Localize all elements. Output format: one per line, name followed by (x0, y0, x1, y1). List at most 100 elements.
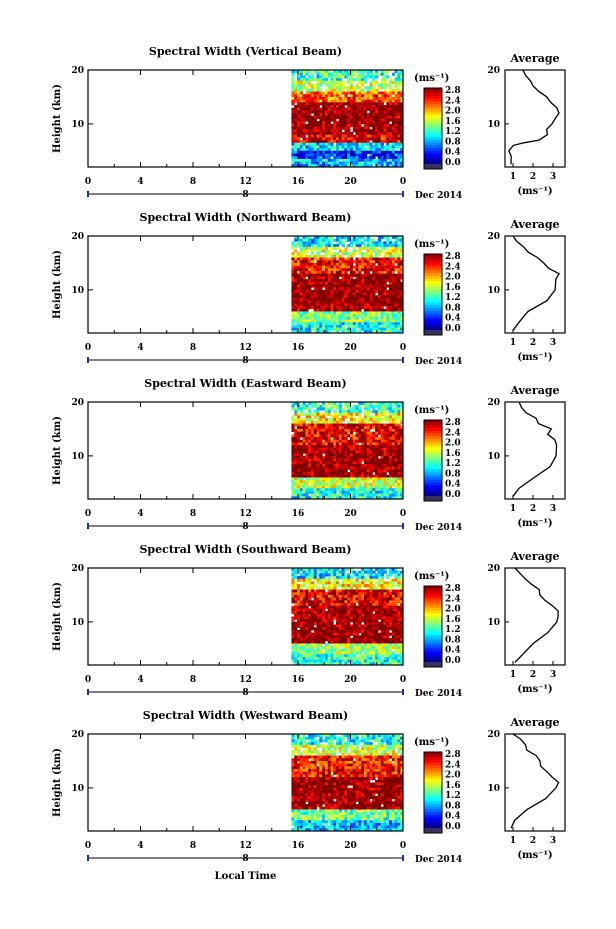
heatmap-cell (344, 252, 348, 256)
heatmap-cell (341, 91, 345, 95)
heatmap-cell (336, 86, 340, 90)
heatmap-cell (347, 137, 351, 141)
heatmap-cell (310, 418, 315, 422)
heatmap-cell (344, 134, 348, 138)
heatmap-cell (352, 118, 356, 122)
heatmap-cell (383, 244, 387, 248)
heatmap-cell (400, 447, 404, 451)
heatmap-cell (344, 434, 348, 438)
heatmap-cell (355, 279, 359, 283)
heatmap-cell (338, 461, 343, 465)
heatmap-cell (355, 308, 359, 312)
heatmap-cell (347, 327, 351, 331)
heatmap-cell (322, 605, 326, 609)
heatmap-cell (310, 327, 315, 331)
heatmap-cell (297, 123, 301, 127)
heatmap-cell (350, 289, 354, 293)
colorbar-tick-label: 2.4 (445, 428, 461, 438)
heatmap-cell (350, 442, 354, 446)
heatmap-cell (333, 110, 337, 114)
heatmap-cell (330, 118, 334, 122)
heatmap-cell (319, 265, 323, 269)
heatmap-cell (305, 99, 309, 103)
heatmap-cell (380, 83, 384, 87)
heatmap-cell (369, 238, 373, 242)
heatmap-cell (400, 134, 404, 138)
heatmap-cell (383, 148, 387, 152)
heatmap-cell (352, 99, 356, 103)
heatmap-cell (341, 437, 345, 441)
heatmap-cell (308, 107, 312, 111)
heatmap-cell (386, 455, 390, 459)
heatmap-cell (358, 458, 362, 462)
heatmap-cell (302, 148, 306, 152)
heatmap-cell (316, 287, 320, 291)
colorbar-segment (424, 292, 442, 296)
heatmap-cell (308, 327, 312, 331)
heatmap-cell (363, 287, 368, 291)
heatmap-cell (389, 426, 393, 430)
heatmap-cell (350, 142, 354, 146)
heatmap-cell (302, 445, 306, 449)
heatmap-cell (344, 110, 348, 114)
heatmap-cell (324, 137, 329, 141)
heatmap-cell (305, 254, 309, 258)
heatmap-cell (391, 426, 396, 430)
heatmap-cell (297, 145, 301, 149)
heatmap-cell (386, 244, 390, 248)
heatmap-cell (336, 99, 340, 103)
heatmap-cell (361, 158, 365, 163)
heatmap-cell (291, 94, 295, 98)
heatmap-cell (369, 573, 373, 577)
heatmap-cell (391, 148, 396, 152)
colorbar-segment (424, 471, 442, 475)
heatmap-cell (316, 576, 320, 580)
heatmap-cell (400, 466, 404, 470)
heatmap-cell (389, 300, 393, 304)
heatmap-cell (336, 616, 340, 620)
heatmap-cell (372, 420, 376, 424)
heatmap-cell (291, 324, 295, 329)
heatmap-cell (372, 442, 376, 446)
heatmap-cell (352, 260, 356, 264)
heatmap-cell (347, 153, 351, 157)
heatmap-cell (369, 150, 373, 154)
heatmap-cell (350, 584, 354, 588)
heatmap-cell (341, 573, 345, 577)
heatmap-cell (400, 306, 404, 310)
heatmap-cell (400, 324, 404, 329)
heatmap-cell (319, 273, 323, 277)
heatmap-cell (313, 300, 317, 304)
heatmap-cell (302, 314, 306, 318)
heatmap-cell (366, 252, 370, 256)
heatmap-cell (383, 279, 387, 283)
heatmap-cell (322, 428, 326, 433)
heatmap-cell (316, 134, 320, 138)
heatmap-cell (380, 410, 384, 414)
heatmap-cell (336, 140, 340, 144)
heatmap-cell (308, 450, 312, 454)
heatmap-cell (394, 461, 398, 465)
heatmap-cell (308, 488, 312, 492)
heatmap-cell (338, 113, 343, 117)
heatmap-cell (366, 420, 370, 424)
heatmap-cell (324, 148, 329, 152)
heatmap-cell (310, 131, 315, 136)
heatmap-cell (291, 611, 295, 615)
heatmap-cell (355, 260, 359, 264)
heatmap-cell (322, 496, 326, 500)
heatmap-cell (397, 324, 401, 329)
heatmap-cell (369, 164, 373, 168)
heatmap-cell (372, 78, 376, 82)
heatmap-cell (358, 423, 362, 427)
heatmap-cell (319, 284, 323, 288)
heatmap-cell (338, 134, 343, 138)
heatmap-cell (327, 153, 331, 157)
heatmap-cell (313, 254, 317, 258)
heatmap-cell (302, 131, 306, 136)
heatmap-cell (361, 455, 365, 459)
heatmap-cell (291, 252, 295, 256)
heatmap-cell (308, 584, 312, 588)
heatmap-cell (361, 284, 365, 288)
heatmap-cell (305, 70, 309, 74)
